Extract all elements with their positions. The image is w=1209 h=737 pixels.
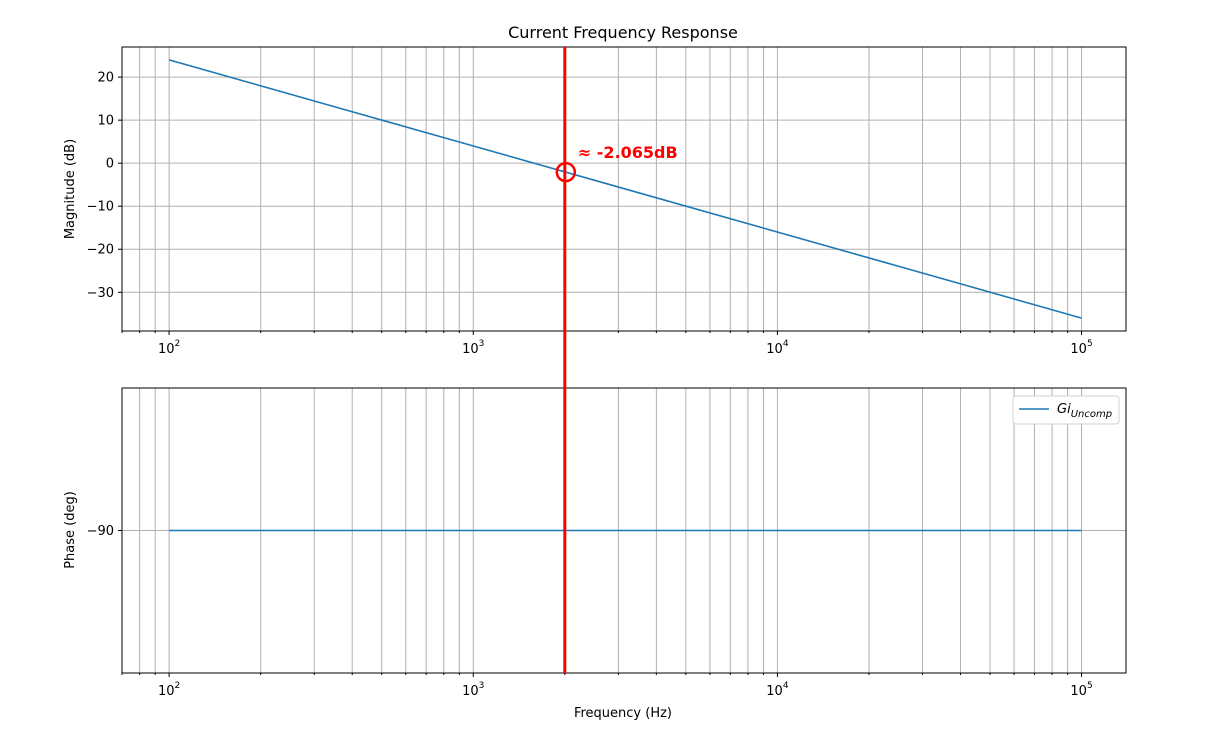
x-tick-base: 10 xyxy=(1070,684,1087,699)
x-tick-label: 105 xyxy=(1070,681,1092,699)
y-tick-label: −10 xyxy=(87,200,114,215)
chart-title: Current Frequency Response xyxy=(508,23,738,42)
x-tick-label: 104 xyxy=(766,339,789,357)
x-tick-base: 10 xyxy=(766,684,783,699)
x-tick-label: 102 xyxy=(158,339,180,357)
x-tick-base: 10 xyxy=(158,684,175,699)
x-tick-base: 10 xyxy=(462,684,479,699)
data-series-line xyxy=(168,59,1082,319)
legend-label-sub: Uncomp xyxy=(1071,409,1112,420)
x-tick-label: 104 xyxy=(766,681,789,699)
marker-value-label: ≈ -2.065dB xyxy=(578,143,678,162)
phase-ylabel: Phase (deg) xyxy=(63,491,78,569)
y-tick-label: 20 xyxy=(97,71,114,86)
x-tick-label: 103 xyxy=(462,681,484,699)
x-tick-exponent: 5 xyxy=(1087,339,1093,349)
x-tick-exponent: 3 xyxy=(479,339,485,349)
y-tick-label: −20 xyxy=(87,243,114,258)
magnitude-ylabel: Magnitude (dB) xyxy=(63,139,78,239)
y-tick-label: 10 xyxy=(97,114,114,129)
marker-circle xyxy=(555,161,577,183)
x-tick-base: 10 xyxy=(462,342,479,357)
y-tick-label: 0 xyxy=(106,157,114,172)
x-tick-exponent: 4 xyxy=(783,339,789,349)
frequency-xlabel: Frequency (Hz) xyxy=(574,706,672,721)
marker-annotation: ≈ -2.065dB xyxy=(555,47,678,673)
x-tick-exponent: 2 xyxy=(175,339,181,349)
x-tick-label: 103 xyxy=(462,339,484,357)
x-tick-base: 10 xyxy=(1070,342,1087,357)
x-tick-label: 105 xyxy=(1070,339,1092,357)
phase-axes: 102 103 104 105−90 Phase (deg) Frequency (H… xyxy=(63,387,1127,721)
y-tick-label: −30 xyxy=(87,286,114,301)
x-tick-base: 10 xyxy=(766,342,783,357)
legend: GiUncomp xyxy=(1012,395,1120,425)
x-tick-label: 102 xyxy=(158,681,180,699)
legend-box xyxy=(1012,395,1120,425)
legend-label-main: Gi xyxy=(1057,402,1071,417)
y-tick-label: −90 xyxy=(87,524,114,539)
x-tick-exponent: 3 xyxy=(479,681,485,691)
magnitude-axes-frame xyxy=(121,46,1127,332)
x-tick-base: 10 xyxy=(158,342,175,357)
legend-label: GiUncomp xyxy=(1057,402,1112,420)
x-tick-exponent: 4 xyxy=(783,681,789,691)
x-tick-exponent: 2 xyxy=(175,681,181,691)
x-tick-exponent: 5 xyxy=(1087,681,1093,691)
